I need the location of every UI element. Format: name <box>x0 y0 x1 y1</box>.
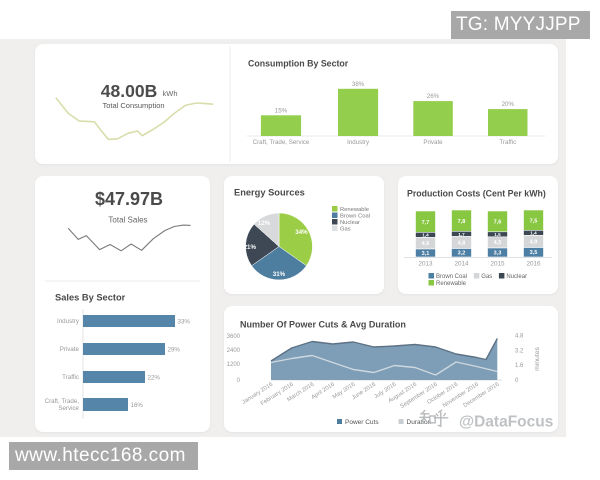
svg-text:33%: 33% <box>178 319 191 326</box>
svg-text:7,6: 7,6 <box>494 220 502 226</box>
svg-text:Private: Private <box>423 139 443 146</box>
svg-text:$47.97B: $47.97B <box>95 189 163 209</box>
svg-text:Renewable: Renewable <box>340 207 369 213</box>
svg-text:16%: 16% <box>131 402 144 409</box>
svg-text:7,7: 7,7 <box>422 220 430 226</box>
svg-text:4,9: 4,9 <box>530 239 538 245</box>
svg-text:Traffic: Traffic <box>499 139 516 146</box>
svg-text:3,2: 3,2 <box>458 251 466 257</box>
svg-text:kWh: kWh <box>163 89 178 98</box>
svg-text:0: 0 <box>237 378 241 384</box>
svg-text:38%: 38% <box>352 81 365 88</box>
svg-text:31%: 31% <box>273 271 286 278</box>
svg-text:7,5: 7,5 <box>530 218 538 224</box>
svg-text:4.8: 4.8 <box>515 334 524 340</box>
svg-text:Brown Coal: Brown Coal <box>340 214 370 220</box>
svg-text:2013: 2013 <box>418 261 433 268</box>
svg-text:minutes: minutes <box>534 347 541 371</box>
svg-text:Sales By Sector: Sales By Sector <box>55 293 126 303</box>
svg-text:34%: 34% <box>295 229 308 236</box>
svg-text:April 2016: April 2016 <box>311 382 336 401</box>
svg-text:Craft, Trade,: Craft, Trade, <box>45 398 80 405</box>
svg-text:15%: 15% <box>275 107 288 114</box>
svg-text:21%: 21% <box>244 244 257 251</box>
svg-text:4,6: 4,6 <box>422 241 430 247</box>
svg-text:Total Consumption: Total Consumption <box>102 101 164 110</box>
svg-text:1,7: 1,7 <box>458 232 465 237</box>
svg-text:26%: 26% <box>427 93 440 100</box>
svg-text:1,5: 1,5 <box>494 232 501 237</box>
svg-text:1200: 1200 <box>227 362 241 368</box>
svg-text:4,8: 4,8 <box>458 241 466 247</box>
svg-text:Production Costs (Cent Per kWh: Production Costs (Cent Per kWh) <box>407 189 546 199</box>
svg-text:Traffic: Traffic <box>62 374 79 381</box>
svg-text:1,4: 1,4 <box>422 233 429 238</box>
svg-text:1.6: 1.6 <box>515 363 524 369</box>
svg-text:2016: 2016 <box>526 261 541 268</box>
svg-text:@DataFocus: @DataFocus <box>459 414 553 431</box>
svg-text:Nuclear: Nuclear <box>506 274 527 280</box>
svg-text:7,8: 7,8 <box>458 219 466 225</box>
svg-text:20%: 20% <box>502 101 515 108</box>
svg-text:Craft, Trade, Service: Craft, Trade, Service <box>253 139 310 146</box>
svg-text:22%: 22% <box>148 375 161 382</box>
svg-text:Industry: Industry <box>347 139 370 146</box>
svg-text:Energy Sources: Energy Sources <box>234 188 305 198</box>
svg-text:48.00B: 48.00B <box>101 81 157 101</box>
svg-text:Gas: Gas <box>481 274 492 280</box>
svg-text:3,5: 3,5 <box>530 250 538 256</box>
svg-text:Consumption By Sector: Consumption By Sector <box>248 58 349 68</box>
svg-text:Industry: Industry <box>57 318 80 325</box>
svg-text:29%: 29% <box>168 347 181 354</box>
svg-text:Total Sales: Total Sales <box>108 216 147 225</box>
svg-text:Brown Coal: Brown Coal <box>436 274 467 280</box>
svg-text:Nuclear: Nuclear <box>340 220 360 226</box>
svg-text:2400: 2400 <box>227 348 241 354</box>
svg-text:2015: 2015 <box>490 261 505 268</box>
svg-text:2014: 2014 <box>454 261 469 268</box>
svg-text:3,1: 3,1 <box>422 251 430 257</box>
svg-text:Private: Private <box>60 346 80 353</box>
svg-text:Service: Service <box>58 405 79 412</box>
svg-text:Renewable: Renewable <box>436 281 467 287</box>
svg-text:3,3: 3,3 <box>494 251 502 257</box>
svg-text:12%: 12% <box>258 220 271 227</box>
svg-text:Number Of Power Cuts & Avg Dur: Number Of Power Cuts & Avg Duration <box>240 320 406 330</box>
svg-text:Duration: Duration <box>407 419 432 426</box>
svg-text:Gas: Gas <box>340 227 351 233</box>
svg-text:Power Cuts: Power Cuts <box>345 419 379 426</box>
svg-text:3600: 3600 <box>227 334 241 340</box>
svg-text:3.2: 3.2 <box>515 349 524 355</box>
svg-text:1,4: 1,4 <box>530 231 537 236</box>
svg-text:4,5: 4,5 <box>494 240 502 246</box>
svg-text:0: 0 <box>515 378 519 384</box>
